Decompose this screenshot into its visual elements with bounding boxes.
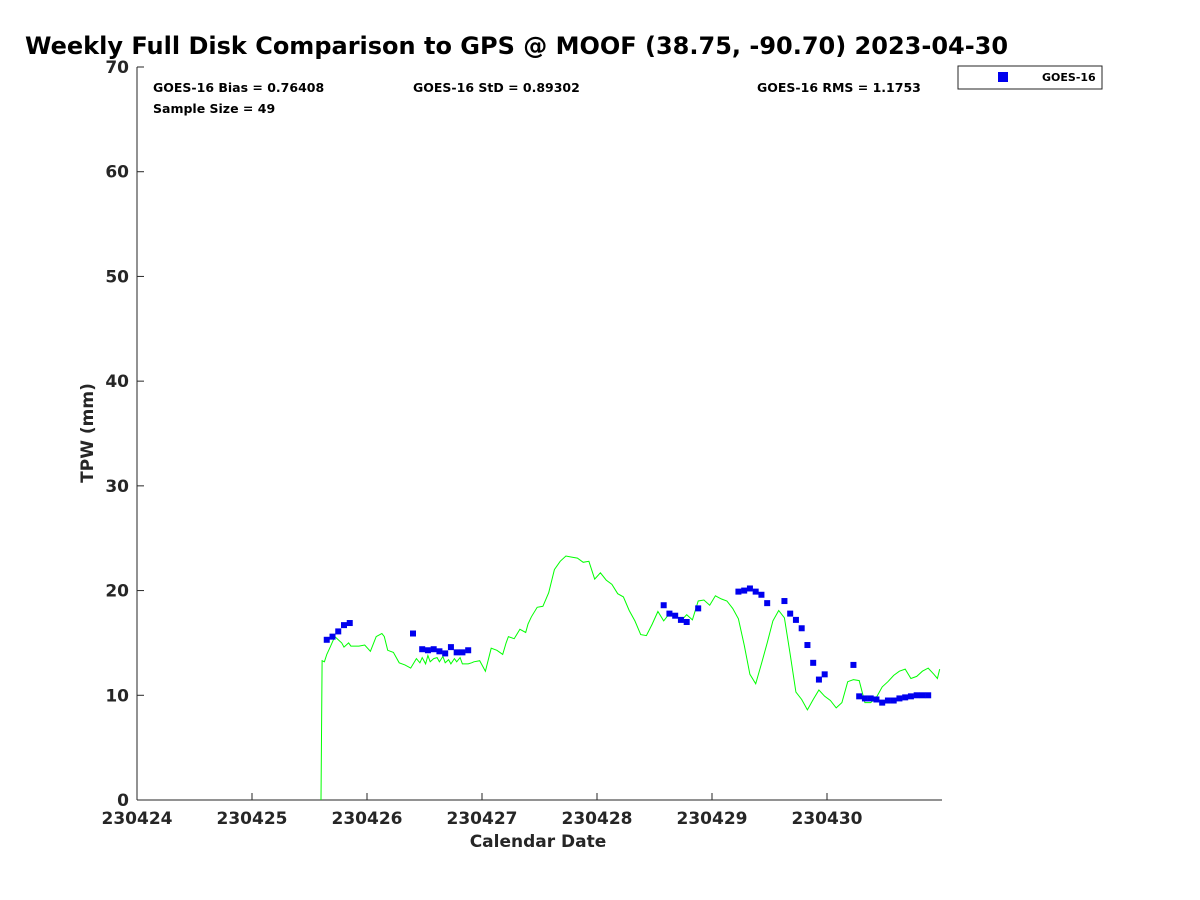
y-tick-label: 70 (105, 58, 129, 78)
y-axis-label: TPW (mm) (78, 383, 98, 483)
goes16-point (758, 591, 765, 598)
stat-std: GOES-16 StD = 0.89302 (413, 80, 580, 95)
y-tick-label: 30 (105, 477, 129, 497)
goes16-point (867, 695, 874, 702)
goes16-point (453, 649, 460, 656)
stat-sample-size: Sample Size = 49 (153, 101, 275, 116)
goes16-point (695, 605, 702, 612)
goes16-point (666, 610, 673, 617)
y-tick-label: 60 (105, 163, 129, 183)
goes16-point (873, 696, 880, 703)
goes16-point (896, 695, 903, 702)
goes16-point (850, 661, 857, 668)
x-tick-label: 230428 (562, 809, 633, 829)
y-tick-label: 10 (105, 686, 129, 706)
goes16-point (792, 616, 799, 623)
series-gps-line (320, 555, 941, 801)
x-tick-label: 230427 (447, 809, 518, 829)
legend: GOES-16 (957, 65, 1103, 90)
goes16-point (752, 588, 759, 595)
goes16-point (861, 695, 868, 702)
stat-bias: GOES-16 Bias = 0.76408 (153, 80, 324, 95)
goes16-point (925, 692, 932, 699)
goes16-point (919, 692, 926, 699)
goes16-point (746, 585, 753, 592)
goes16-point (419, 646, 426, 653)
legend-label-goes16: GOES-16 (1042, 71, 1096, 84)
goes16-point (442, 650, 449, 657)
x-tick-label: 230425 (217, 809, 288, 829)
goes16-point (660, 602, 667, 609)
goes16-point (323, 636, 330, 643)
goes16-point (683, 618, 690, 625)
x-axis-ticks: 230424 230425 230426 230427 230428 230429 2304… (102, 793, 863, 829)
goes16-point (424, 647, 431, 654)
goes16-point (787, 610, 794, 617)
y-axis-ticks: 0 10 20 30 40 50 60 70 (105, 58, 144, 811)
goes16-point (735, 588, 742, 595)
x-tick-label: 230426 (332, 809, 403, 829)
x-tick-label: 230424 (102, 809, 173, 829)
legend-box (957, 65, 1103, 90)
stats-block: GOES-16 Bias = 0.76408 GOES-16 StD = 0.8… (153, 80, 921, 116)
goes16-point (810, 659, 817, 666)
goes16-point (672, 612, 679, 619)
goes16-point (346, 620, 353, 627)
goes16-point (856, 693, 863, 700)
goes16-point (821, 671, 828, 678)
goes16-point (410, 630, 416, 637)
goes16-point (884, 697, 891, 704)
x-tick-label: 230430 (792, 809, 863, 829)
goes16-point (677, 616, 684, 623)
goes16-point (781, 598, 788, 605)
y-tick-label: 0 (117, 791, 129, 811)
goes16-point (465, 647, 472, 654)
goes16-point (764, 600, 771, 607)
goes16-point (335, 628, 342, 635)
y-tick-label: 50 (105, 267, 129, 287)
y-tick-label: 40 (105, 372, 129, 392)
goes16-point (798, 625, 805, 632)
goes16-point (902, 694, 909, 701)
goes16-point (447, 644, 454, 651)
goes16-point (741, 587, 748, 594)
plot-area (136, 67, 942, 801)
stat-rms: GOES-16 RMS = 1.1753 (757, 80, 921, 95)
chart-title: Weekly Full Disk Comparison to GPS @ MOO… (25, 32, 1008, 60)
goes16-point (890, 697, 897, 704)
goes16-point (913, 692, 920, 699)
goes16-point (907, 693, 914, 700)
x-axis-label: Calendar Date (470, 832, 607, 852)
y-tick-label: 20 (105, 582, 129, 602)
goes16-point (804, 642, 811, 649)
goes16-point (879, 699, 886, 706)
series-goes16-points (323, 585, 932, 706)
goes16-point (436, 648, 443, 655)
gps-line (320, 555, 941, 801)
goes16-point (329, 633, 336, 640)
goes16-point (815, 676, 822, 683)
goes16-point (341, 622, 347, 629)
goes16-point (430, 646, 437, 653)
goes16-point (459, 649, 466, 656)
x-tick-label: 230429 (677, 809, 748, 829)
legend-marker-goes16 (998, 72, 1008, 82)
